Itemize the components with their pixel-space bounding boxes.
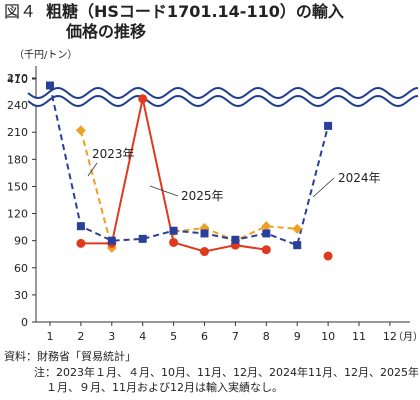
point-2024年 xyxy=(200,229,209,238)
point-2023年 xyxy=(75,125,86,136)
point-2025年 xyxy=(138,94,148,104)
point-2024年 xyxy=(76,222,85,231)
x-tick-label: 10 xyxy=(321,330,335,343)
x-tick-label: 8 xyxy=(263,330,270,343)
y-tick-label: 240 xyxy=(7,99,28,112)
figure-title-line1: 粗糖（HSコード1701.14-110）の輸入 xyxy=(46,2,344,21)
y-tick-label: 180 xyxy=(7,153,28,166)
point-2024年 xyxy=(231,235,240,244)
x-tick-label: 11 xyxy=(352,330,366,343)
point-2024年 xyxy=(293,241,302,250)
source-note: 資料：財務省「貿易統計」 xyxy=(4,350,136,363)
series-label-leader xyxy=(87,162,98,177)
point-2025年 xyxy=(76,238,86,248)
x-tick-label: 1 xyxy=(47,330,54,343)
series-line-2023年 xyxy=(79,130,113,249)
x-tick-label: 3 xyxy=(108,330,115,343)
y-tick-label: 150 xyxy=(7,180,28,193)
x-unit-label: （月） xyxy=(393,331,420,343)
x-tick-label: 2 xyxy=(77,330,84,343)
figure-number: 図４ xyxy=(4,2,37,21)
point-2024年 xyxy=(262,229,271,238)
series-label: 2024年 xyxy=(338,171,381,185)
x-tick-label: 4 xyxy=(139,330,146,343)
series-label-leader xyxy=(149,185,179,197)
figure-title-line2: 価格の推移 xyxy=(66,22,147,41)
point-2024年 xyxy=(324,121,333,130)
axis-break-wave-top xyxy=(27,86,419,100)
series-label: 2025年 xyxy=(181,189,224,203)
point-2025年 xyxy=(261,245,271,255)
footnote-line2: １月、９月、11月および12月は輸入実績なし。 xyxy=(46,381,283,394)
footnote-line1: 注：2023年１月、４月、10月、11月、12月、2024年11月、12月、20… xyxy=(34,366,419,379)
y-tick-label: 270 xyxy=(7,72,28,85)
x-tick-label: 6 xyxy=(201,330,208,343)
series-label-leader xyxy=(312,177,335,198)
point-2023年 xyxy=(292,223,303,234)
point-2023年 xyxy=(261,221,272,232)
point-2024年 xyxy=(169,226,178,235)
y-unit-label: （千円/トン） xyxy=(14,49,77,61)
x-tick-label: 9 xyxy=(294,330,301,343)
point-2024年 xyxy=(46,81,54,90)
series-label: 2023年 xyxy=(92,147,135,161)
x-tick-label: 7 xyxy=(232,330,239,343)
axis-break-wave-bottom xyxy=(27,94,419,108)
point-2025年 xyxy=(200,247,209,257)
footnote: 注：2023年１月、４月、10月、11月、12月、2024年11月、12月、20… xyxy=(4,365,419,395)
point-2025年 xyxy=(169,237,179,247)
figure-title: 図４ 粗糖（HSコード1701.14-110）の輸入 価格の推移 xyxy=(4,2,418,42)
point-2024年 xyxy=(138,234,147,243)
y-tick-label: 90 xyxy=(14,235,28,248)
y-tick-label: 120 xyxy=(7,208,28,221)
y-tick-label: 0 xyxy=(21,316,28,329)
y-tick-label: 410 xyxy=(7,73,28,86)
series-line-2024年 xyxy=(49,85,330,247)
point-2024年 xyxy=(107,236,116,245)
x-tick-label: 5 xyxy=(170,330,177,343)
y-tick-label: 210 xyxy=(7,126,28,139)
x-tick-label: 12 xyxy=(383,330,397,343)
y-tick-label: 30 xyxy=(14,289,28,302)
point-2025年 xyxy=(323,251,333,261)
y-tick-label: 60 xyxy=(14,262,28,275)
